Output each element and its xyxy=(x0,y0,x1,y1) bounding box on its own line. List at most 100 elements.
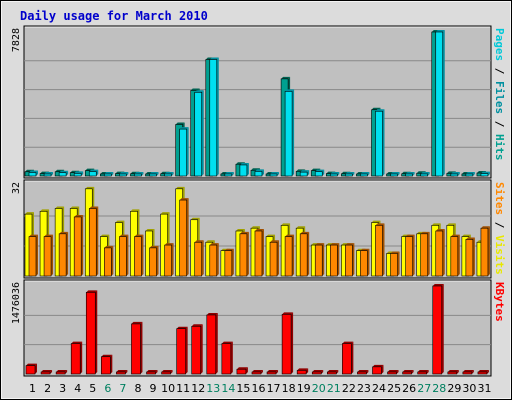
bar-kbytes-day-8 xyxy=(131,321,143,375)
legend-entry: KBytes xyxy=(493,282,506,322)
bar-files-day-3 xyxy=(58,170,69,177)
bar-files-day-2 xyxy=(43,172,54,177)
x-tick-label-6: 6 xyxy=(104,382,111,395)
bar-sites-day-17 xyxy=(269,240,280,277)
bar-kbytes-day-2 xyxy=(40,370,53,375)
bar-kbytes-day-7 xyxy=(116,370,128,375)
bar-files-day-15 xyxy=(239,162,249,177)
bar-kbytes-day-14 xyxy=(221,341,233,375)
x-tick-label-27: 27 xyxy=(417,382,431,395)
legend-entry: Pages xyxy=(493,28,506,61)
x-tick-label-7: 7 xyxy=(119,382,126,395)
bar-sites-day-6 xyxy=(104,245,114,277)
bar-kbytes-day-30 xyxy=(462,370,474,375)
bar-sites-day-23 xyxy=(360,248,370,277)
bar-files-day-17 xyxy=(269,172,280,177)
bar-sites-day-21 xyxy=(329,243,340,277)
bar-kbytes-day-24 xyxy=(372,364,384,375)
x-tick-label-15: 15 xyxy=(236,382,250,395)
legend-entry: / xyxy=(493,114,506,134)
bar-sites-day-9 xyxy=(149,245,159,277)
bar-files-day-18 xyxy=(284,89,295,177)
series-legend: Pages / Files / Hits xyxy=(493,28,506,161)
bar-sites-day-12 xyxy=(194,240,204,277)
x-tick-label-4: 4 xyxy=(74,382,81,395)
bar-files-day-26 xyxy=(405,172,415,177)
bar-kbytes-day-18 xyxy=(281,312,294,375)
bar-sites-day-19 xyxy=(299,231,310,277)
bar-sites-day-13 xyxy=(209,243,219,277)
panel-kbytes: 1476036 KBytes xyxy=(11,279,506,377)
legend-entry: Hits xyxy=(493,134,506,161)
bar-files-day-23 xyxy=(360,172,370,177)
panel-visits-sites: 32 Sites / Visits xyxy=(11,179,506,279)
bar-files-day-28 xyxy=(435,30,445,177)
bar-sites-day-8 xyxy=(134,234,144,277)
bar-files-day-16 xyxy=(254,169,264,177)
bar-sites-day-16 xyxy=(254,229,264,277)
series-legend: KBytes xyxy=(493,282,506,322)
x-tick-label-11: 11 xyxy=(176,382,190,395)
bar-kbytes-day-16 xyxy=(251,370,263,375)
x-tick-label-3: 3 xyxy=(59,382,66,395)
bar-kbytes-day-12 xyxy=(191,324,203,375)
bar-sites-day-29 xyxy=(450,234,460,277)
legend-entry: Files xyxy=(493,81,506,114)
bar-files-day-29 xyxy=(450,171,460,177)
panel-hits-files-pages: 7828 Pages / Files / Hits xyxy=(11,25,506,179)
bar-sites-day-20 xyxy=(314,243,325,277)
bar-sites-day-30 xyxy=(465,237,475,277)
bar-sites-day-25 xyxy=(390,251,400,277)
bar-kbytes-day-11 xyxy=(176,326,188,375)
bar-kbytes-day-26 xyxy=(402,370,414,375)
bar-files-day-14 xyxy=(224,172,234,177)
x-tick-label-26: 26 xyxy=(402,382,416,395)
x-tick-label-28: 28 xyxy=(432,382,446,395)
bar-kbytes-day-4 xyxy=(70,341,83,375)
x-tick-label-5: 5 xyxy=(89,382,96,395)
x-tick-label-19: 19 xyxy=(297,382,311,395)
bar-sites-day-14 xyxy=(224,248,234,277)
bar-kbytes-day-19 xyxy=(296,368,309,375)
chart-title: Daily usage for March 2010 xyxy=(20,9,208,23)
bar-files-day-9 xyxy=(149,172,159,177)
bar-sites-day-27 xyxy=(420,231,430,277)
x-tick-label-17: 17 xyxy=(267,382,281,395)
bar-kbytes-day-9 xyxy=(146,370,158,375)
bar-files-day-11 xyxy=(179,127,189,177)
x-tick-label-20: 20 xyxy=(312,382,326,395)
legend-entry: / xyxy=(493,61,506,81)
x-tick-label-2: 2 xyxy=(44,382,51,395)
bar-files-day-27 xyxy=(420,171,430,177)
bar-sites-day-4 xyxy=(73,214,84,277)
x-tick-label-10: 10 xyxy=(161,382,175,395)
bar-files-day-13 xyxy=(209,57,219,177)
x-tick-label-24: 24 xyxy=(372,382,386,395)
bar-sites-day-11 xyxy=(179,198,189,277)
x-tick-label-1: 1 xyxy=(29,382,36,395)
bar-files-day-24 xyxy=(375,109,385,177)
bar-files-day-21 xyxy=(329,172,340,177)
bar-sites-day-18 xyxy=(284,234,295,277)
chart-panels: 7828 Pages / Files / Hits 32 Sites / Visits… xyxy=(11,25,506,377)
bar-files-day-19 xyxy=(299,170,310,177)
bar-kbytes-day-21 xyxy=(326,370,339,375)
y-max-label: 1476036 xyxy=(11,282,22,324)
bar-kbytes-day-25 xyxy=(387,370,399,375)
x-axis-labels: 1 2 3 4 5 6 7 8 9 10 11 12 13 14 15 16 17 18 19 20 21 22 23 24 2… xyxy=(29,382,491,395)
bar-kbytes-day-6 xyxy=(101,354,113,375)
x-tick-label-30: 30 xyxy=(462,382,476,395)
x-tick-label-23: 23 xyxy=(357,382,371,395)
bar-files-day-8 xyxy=(134,172,144,177)
bar-files-day-31 xyxy=(480,171,490,177)
bar-sites-day-7 xyxy=(119,234,129,277)
x-tick-label-21: 21 xyxy=(327,382,341,395)
bar-kbytes-day-3 xyxy=(55,370,68,375)
x-tick-label-18: 18 xyxy=(282,382,296,395)
bar-kbytes-day-28 xyxy=(432,284,444,375)
x-tick-label-13: 13 xyxy=(206,382,220,395)
x-tick-label-12: 12 xyxy=(191,382,205,395)
bar-files-day-7 xyxy=(119,172,129,177)
